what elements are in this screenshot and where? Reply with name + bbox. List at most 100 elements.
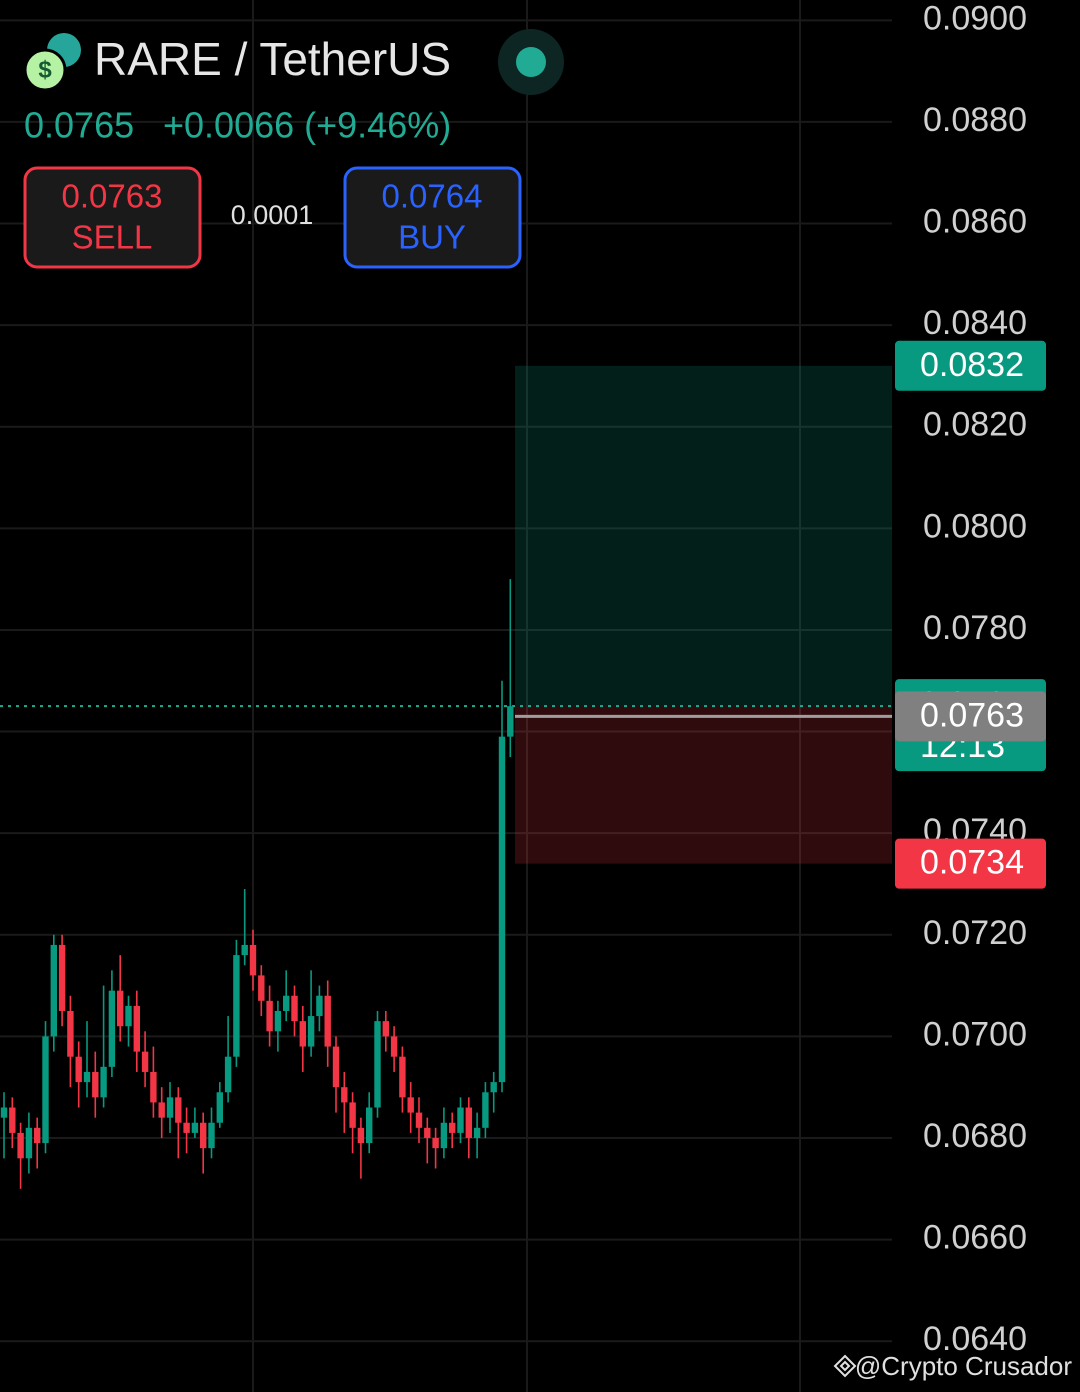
- price-change: +0.0066 (+9.46%): [163, 105, 451, 146]
- candle-body: [382, 1021, 389, 1037]
- y-tick-label: 0.0840: [923, 304, 1027, 342]
- candle-body: [216, 1092, 223, 1123]
- sell-label: SELL: [72, 219, 153, 256]
- candle-body: [307, 1016, 315, 1047]
- y-tick-label: 0.0860: [923, 203, 1027, 241]
- y-tick-label: 0.0680: [923, 1117, 1027, 1155]
- y-tick-label: 0.0800: [923, 507, 1027, 545]
- last-price: 0.0765: [24, 105, 134, 146]
- candle-body: [200, 1122, 207, 1149]
- position-tool: [0, 365, 892, 864]
- candle-body: [150, 1071, 157, 1103]
- price-tag: [895, 340, 1046, 391]
- candle-body: [399, 1056, 406, 1098]
- y-tick-label: 0.0700: [923, 1015, 1027, 1053]
- candle-body: [465, 1107, 472, 1138]
- spread: 0.0001: [231, 200, 314, 230]
- price-tag-label: 0.0832: [920, 346, 1024, 384]
- candle-body: [432, 1137, 439, 1149]
- candle-body: [92, 1071, 99, 1098]
- price-axis: 0.0900 0.0880 0.0860 0.0840 0.0820 0.0800 0.07…: [923, 0, 1027, 1358]
- candle-body: [158, 1102, 165, 1118]
- candle-body: [357, 1127, 365, 1144]
- sell-price: 0.0763: [62, 178, 163, 215]
- icon: [23, 48, 67, 92]
- candle-body: [25, 1127, 33, 1159]
- buy-label: BUY: [398, 219, 466, 256]
- sell-button[interactable]: [23, 166, 202, 269]
- stop-zone: [515, 706, 892, 864]
- candle-body: [266, 1000, 273, 1032]
- header: $ RARE / TetherUS 0.0765 +0.0066 (+9.46%…: [23, 29, 564, 269]
- candle-body: [208, 1122, 215, 1149]
- candle-body: [83, 1071, 91, 1083]
- candle-body: [34, 1127, 41, 1144]
- candle-body: [42, 1036, 49, 1144]
- y-tick-label: 0.0900: [923, 0, 1027, 37]
- watermark-logo: [833, 1354, 857, 1378]
- y-tick-label: 0.0660: [923, 1219, 1027, 1257]
- candle-body: [141, 1051, 149, 1072]
- status-dot: [516, 47, 546, 77]
- candle-body: [316, 995, 323, 1017]
- candle-body: [349, 1102, 356, 1128]
- candle-body: [407, 1097, 414, 1113]
- candle-body: [125, 1005, 132, 1027]
- candle-body: [457, 1107, 464, 1133]
- candle-body: [0, 1107, 8, 1118]
- candle-body: [473, 1127, 481, 1138]
- buy-price: 0.0764: [382, 178, 483, 215]
- candle-body: [9, 1107, 16, 1133]
- candle-body: [341, 1087, 348, 1103]
- price-tag: [895, 838, 1046, 889]
- candle-body: [166, 1097, 174, 1118]
- price-tag-label: 0.0763: [920, 696, 1024, 734]
- y-tick-label: 0.0720: [923, 914, 1027, 952]
- candle-body: [241, 944, 248, 956]
- candle-body: [224, 1056, 232, 1093]
- candle-body: [117, 990, 124, 1027]
- candle-body: [324, 995, 331, 1047]
- candle-body: [415, 1112, 423, 1128]
- candle-body: [490, 1082, 497, 1093]
- candle-body: [50, 944, 57, 1037]
- candle-body: [374, 1021, 381, 1108]
- candle-body: [482, 1092, 489, 1128]
- candle-body: [133, 1005, 140, 1052]
- candle-body: [332, 1046, 340, 1088]
- candle-body: [274, 1010, 282, 1032]
- candle-body: [283, 995, 290, 1011]
- buy-button[interactable]: [343, 166, 522, 269]
- candle-body: [183, 1122, 190, 1133]
- candle-body: [498, 736, 506, 1083]
- candle-body: [100, 1066, 107, 1098]
- candle-body: [507, 706, 514, 737]
- candle-body: [390, 1036, 398, 1057]
- watermark: @Crypto Crusador: [855, 1351, 1072, 1381]
- candle-body: [175, 1097, 182, 1123]
- target-zone: [515, 365, 892, 707]
- candle-body: [299, 1021, 306, 1047]
- candle-body: [191, 1122, 199, 1133]
- y-tick-label: 0.0640: [923, 1320, 1027, 1358]
- y-tick-label: 0.0820: [923, 406, 1027, 444]
- candle-body: [449, 1122, 456, 1133]
- candle-body: [258, 975, 265, 1001]
- candle-body: [233, 955, 240, 1057]
- candle-body: [108, 990, 116, 1067]
- candle-body: [17, 1132, 24, 1159]
- price-tag: [895, 691, 1046, 742]
- candle-body: [58, 944, 66, 1011]
- icon-glyph: $: [38, 56, 52, 83]
- candle-body: [75, 1056, 82, 1083]
- y-tick-label: 0.0880: [923, 101, 1027, 139]
- candle-body: [249, 944, 257, 976]
- candle-body: [366, 1107, 373, 1144]
- candle-body: [424, 1127, 431, 1138]
- symbol-title: RARE / TetherUS: [94, 33, 451, 85]
- candles: [0, 579, 514, 1189]
- candle-body: [291, 995, 298, 1022]
